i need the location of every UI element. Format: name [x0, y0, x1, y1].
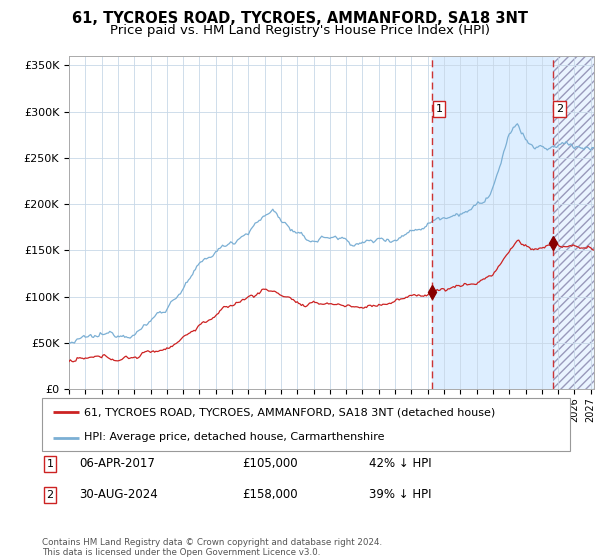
Text: 06-APR-2017: 06-APR-2017: [79, 458, 155, 470]
Text: 61, TYCROES ROAD, TYCROES, AMMANFORD, SA18 3NT: 61, TYCROES ROAD, TYCROES, AMMANFORD, SA…: [72, 11, 528, 26]
Text: 2: 2: [46, 490, 53, 500]
FancyBboxPatch shape: [42, 398, 570, 451]
Bar: [432, 56, 553, 389]
Text: Price paid vs. HM Land Registry's House Price Index (HPI): Price paid vs. HM Land Registry's House …: [110, 24, 490, 36]
Text: 2: 2: [556, 104, 563, 114]
Text: 1: 1: [46, 459, 53, 469]
Text: 39% ↓ HPI: 39% ↓ HPI: [370, 488, 432, 501]
Text: 30-AUG-2024: 30-AUG-2024: [79, 488, 158, 501]
Text: Contains HM Land Registry data © Crown copyright and database right 2024.
This d: Contains HM Land Registry data © Crown c…: [42, 538, 382, 557]
Text: £158,000: £158,000: [242, 488, 298, 501]
Text: 1: 1: [436, 104, 442, 114]
Text: HPI: Average price, detached house, Carmarthenshire: HPI: Average price, detached house, Carm…: [84, 432, 385, 442]
Text: 42% ↓ HPI: 42% ↓ HPI: [370, 458, 432, 470]
Bar: [553, 56, 600, 389]
Bar: [553, 56, 600, 389]
Text: 61, TYCROES ROAD, TYCROES, AMMANFORD, SA18 3NT (detached house): 61, TYCROES ROAD, TYCROES, AMMANFORD, SA…: [84, 408, 496, 418]
Text: £105,000: £105,000: [242, 458, 298, 470]
